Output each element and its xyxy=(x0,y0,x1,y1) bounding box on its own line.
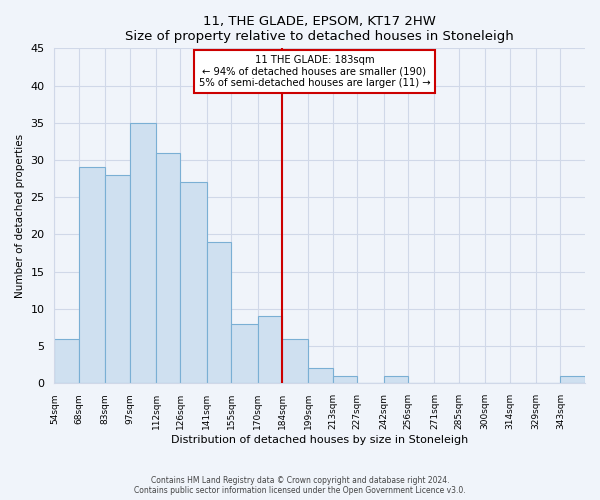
X-axis label: Distribution of detached houses by size in Stoneleigh: Distribution of detached houses by size … xyxy=(171,435,469,445)
Bar xyxy=(257,316,282,384)
Bar xyxy=(308,368,333,384)
Y-axis label: Number of detached properties: Number of detached properties xyxy=(15,134,25,298)
Text: Contains HM Land Registry data © Crown copyright and database right 2024.
Contai: Contains HM Land Registry data © Crown c… xyxy=(134,476,466,495)
Bar xyxy=(231,324,257,384)
Text: 11 THE GLADE: 183sqm
← 94% of detached houses are smaller (190)
5% of semi-detac: 11 THE GLADE: 183sqm ← 94% of detached h… xyxy=(199,55,430,88)
Bar xyxy=(105,175,130,384)
Bar xyxy=(55,338,79,384)
Title: 11, THE GLADE, EPSOM, KT17 2HW
Size of property relative to detached houses in S: 11, THE GLADE, EPSOM, KT17 2HW Size of p… xyxy=(125,15,514,43)
Bar xyxy=(156,152,181,384)
Bar xyxy=(333,376,358,384)
Bar xyxy=(130,123,156,384)
Bar xyxy=(282,338,308,384)
Bar xyxy=(383,376,408,384)
Bar xyxy=(181,182,207,384)
Bar xyxy=(207,242,231,384)
Bar xyxy=(560,376,585,384)
Bar xyxy=(79,168,105,384)
